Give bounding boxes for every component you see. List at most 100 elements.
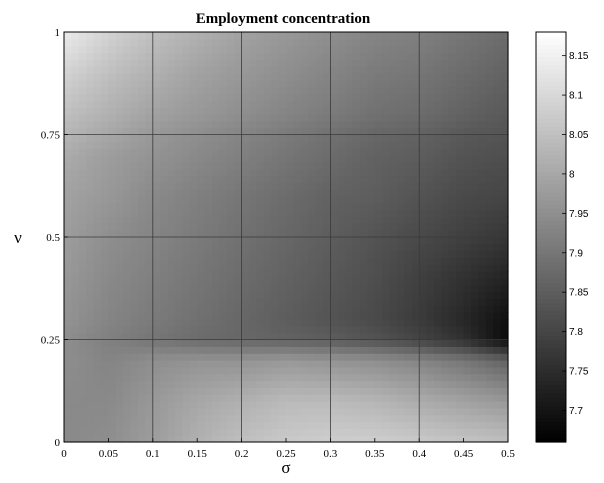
heatmap-cell [167,380,176,388]
heatmap-cell [204,93,213,101]
heatmap-cell [493,216,502,224]
heatmap-cell [145,387,154,395]
heatmap-cell [130,366,139,375]
heatmap-cell [286,32,294,40]
heatmap-cell [78,134,87,142]
heatmap-cell [78,250,87,259]
heatmap-cell [64,223,72,231]
heatmap-cell [352,332,361,341]
heatmap-cell [397,421,405,429]
heatmap-cell [256,59,265,67]
heatmap-cell [249,373,257,382]
heatmap-cell [175,387,183,395]
heatmap-cell [271,435,280,443]
heatmap-cell [204,428,213,436]
heatmap-cell [352,52,361,60]
heatmap-cell [71,421,80,429]
heatmap-cell [471,401,479,409]
heatmap-cell [219,114,228,122]
heatmap-cell [278,155,287,163]
heatmap-cell [108,291,117,300]
heatmap-cell [197,360,206,368]
heatmap-cell [64,312,72,320]
heatmap-cell [152,387,161,395]
heatmap-cell [175,298,183,306]
heatmap-cell [86,332,95,341]
heatmap-cell [71,86,80,95]
colorbar-step [536,237,566,242]
heatmap-cell [293,148,302,156]
heatmap-cell [300,421,309,429]
heatmap-cell [330,332,339,341]
heatmap-cell [189,189,198,197]
heatmap-cell [337,120,346,129]
heatmap-cell [434,86,442,95]
heatmap-cell [204,312,213,320]
heatmap-cell [471,73,479,81]
heatmap-cell [478,428,487,436]
heatmap-cell [138,52,146,60]
heatmap-cell [441,134,450,142]
heatmap-cell [315,93,324,101]
heatmap-cell [315,73,324,81]
heatmap-cell [263,319,272,327]
heatmap-cell [175,305,183,313]
heatmap-cell [382,189,391,197]
heatmap-cell [367,237,376,245]
heatmap-cell [212,189,220,197]
heatmap-cell [256,414,265,423]
heatmap-cell [352,366,361,375]
colorbar-step [536,298,566,304]
heatmap-cell [175,373,183,382]
heatmap-cell [189,407,198,416]
heatmap-cell [101,435,109,443]
heatmap-cell [441,373,450,382]
heatmap-cell [463,209,472,218]
heatmap-cell [101,86,109,95]
heatmap-cell [175,93,183,101]
heatmap-cell [352,394,361,402]
heatmap-cell [160,182,169,190]
heatmap-cell [374,346,383,354]
heatmap-cell [337,216,346,224]
heatmap-cell [367,209,376,218]
heatmap-cell [115,66,124,74]
heatmap-cell [175,73,183,81]
heatmap-cell [130,59,139,67]
heatmap-cell [374,421,383,429]
heatmap-cell [241,93,250,101]
heatmap-cell [138,250,146,259]
heatmap-cell [101,421,109,429]
heatmap-cell [500,120,509,129]
heatmap-cell [485,182,494,190]
heatmap-cell [300,216,309,224]
heatmap-cell [64,257,72,265]
heatmap-cell [500,52,509,60]
heatmap-cell [411,264,420,272]
heatmap-cell [115,189,124,197]
heatmap-cell [226,298,235,306]
heatmap-cell [293,38,302,47]
heatmap-cell [493,353,502,361]
heatmap-cell [374,93,383,101]
heatmap-cell [86,230,95,238]
heatmap-cell [241,346,250,354]
heatmap-cell [138,284,146,293]
heatmap-cell [182,196,191,204]
heatmap-cell [300,325,309,334]
heatmap-cell [167,250,176,259]
heatmap-cell [197,373,206,382]
heatmap-cell [500,73,509,81]
heatmap-cell [234,175,243,183]
heatmap-cell [78,298,87,306]
heatmap-cell [108,161,117,170]
heatmap-cell [382,45,391,54]
heatmap-cell [78,86,87,95]
heatmap-cell [485,86,494,95]
heatmap-cell [212,223,220,231]
heatmap-cell [145,175,154,183]
heatmap-cell [226,414,235,423]
heatmap-cell [71,230,80,238]
heatmap-cell [308,107,317,115]
heatmap-cell [286,325,294,334]
